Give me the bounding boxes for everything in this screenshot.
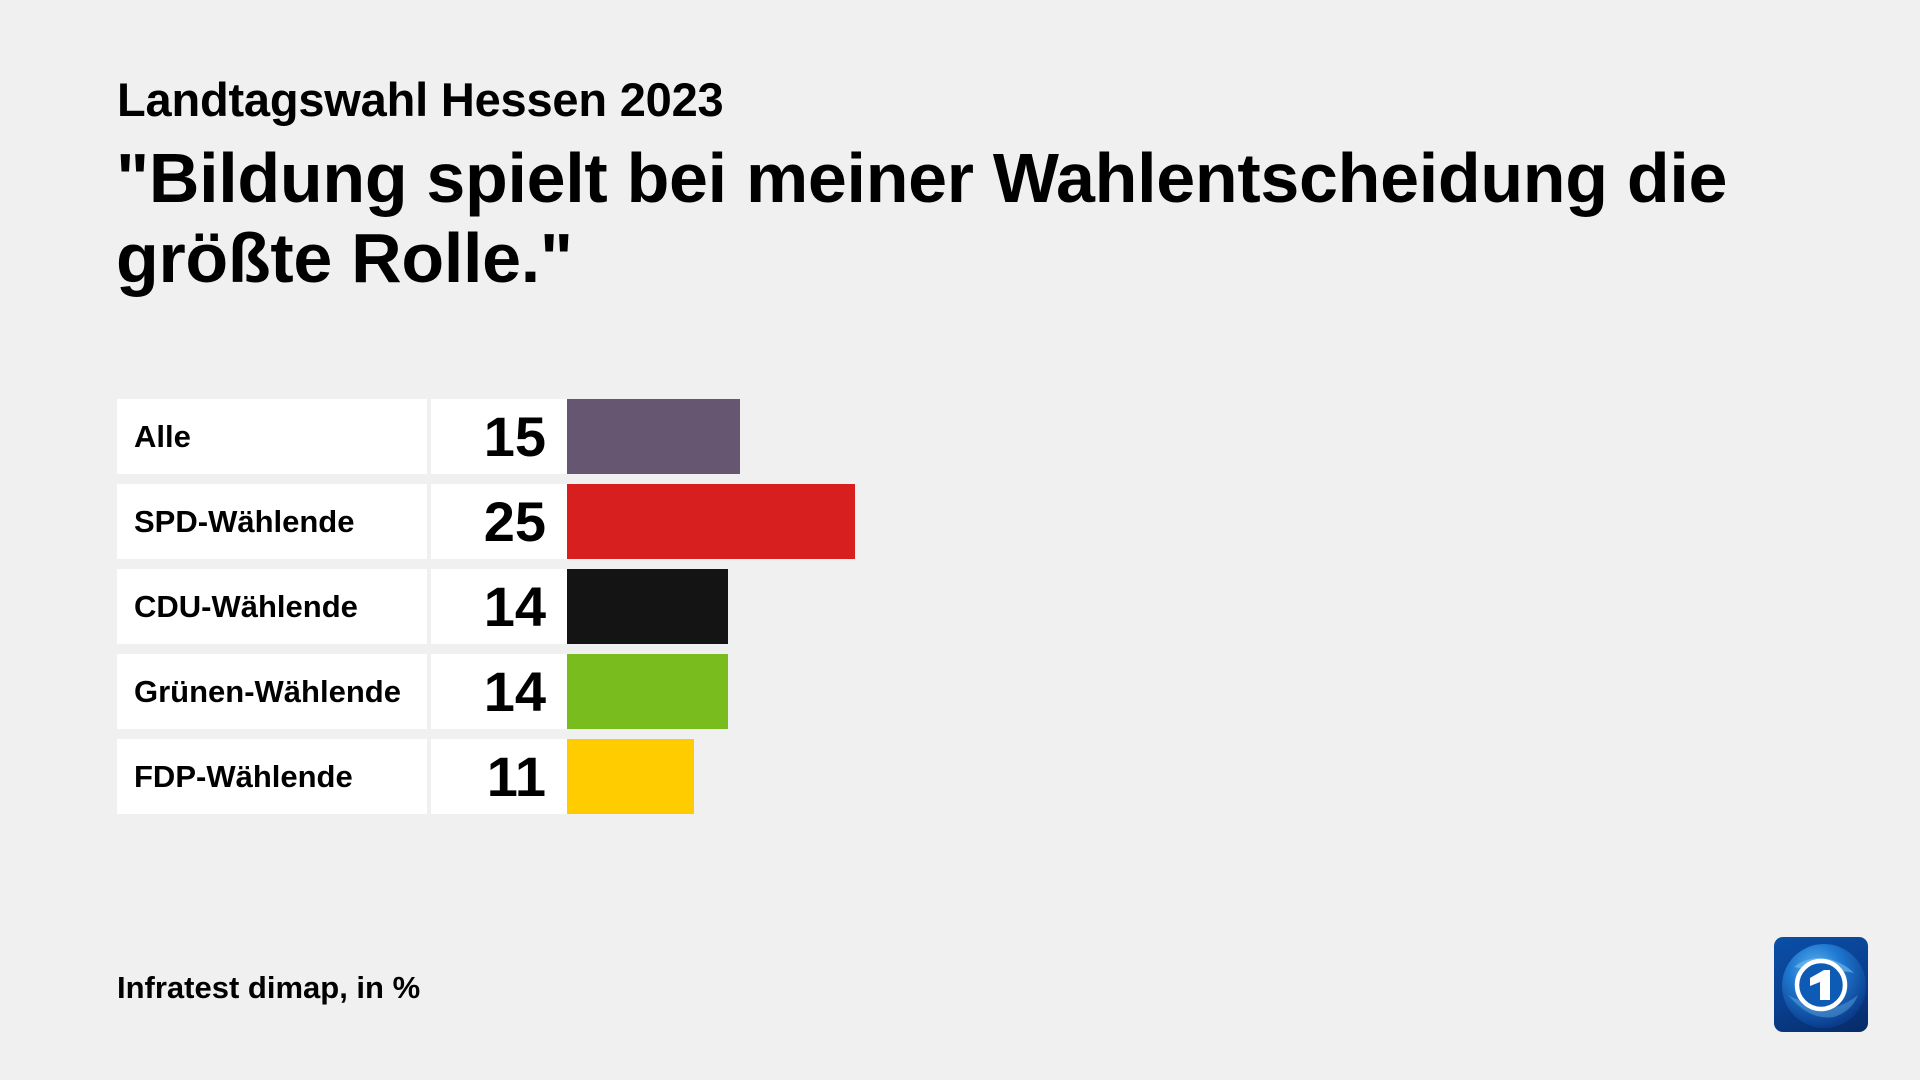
bar [567, 484, 855, 559]
bar-row: Alle 15 [117, 399, 740, 474]
source-note: Infratest dimap, in % [117, 970, 421, 1005]
bar-row: SPD-Wählende 25 [117, 484, 855, 559]
row-label: FDP-Wählende [117, 739, 427, 814]
bar [567, 739, 694, 814]
bar-row: FDP-Wählende 11 [117, 739, 694, 814]
chart-subtitle: Landtagswahl Hessen 2023 [117, 73, 724, 126]
row-value: 14 [431, 654, 567, 729]
row-label: SPD-Wählende [117, 484, 427, 559]
row-value: 14 [431, 569, 567, 644]
chart-title: "Bildung spielt bei meiner Wahlentscheid… [116, 139, 1728, 297]
bar [567, 654, 728, 729]
tagesschau-logo [1774, 937, 1868, 1032]
globe-one-icon [1782, 944, 1866, 1028]
bar-row: Grünen-Wählende 14 [117, 654, 728, 729]
row-value: 25 [431, 484, 567, 559]
bar-row: CDU-Wählende 14 [117, 569, 728, 644]
bar [567, 569, 728, 644]
row-value: 15 [431, 399, 567, 474]
bar [567, 399, 740, 474]
row-value: 11 [431, 739, 567, 814]
row-label: CDU-Wählende [117, 569, 427, 644]
row-label: Alle [117, 399, 427, 474]
row-label: Grünen-Wählende [117, 654, 427, 729]
